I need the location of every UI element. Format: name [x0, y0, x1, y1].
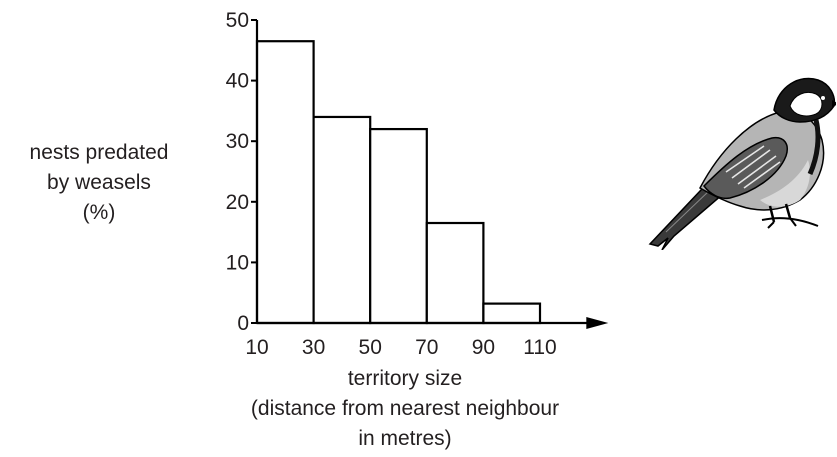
histogram-bar	[482, 302, 542, 325]
y-tick-label: 50	[226, 9, 249, 32]
x-axis-label-line-1: territory size	[347, 367, 463, 390]
x-axis-arrowhead	[586, 317, 609, 329]
y-axis-label-line-3: (%)	[82, 201, 116, 224]
x-tick-label: 50	[359, 336, 382, 359]
y-axis-label: nests predated by weasels (%)	[4, 138, 194, 228]
x-tick-label: 110	[523, 336, 556, 359]
y-axis-label-line-2: by weasels	[47, 171, 151, 194]
histogram-bar	[369, 127, 428, 325]
y-axis-label-line-1: nests predated	[29, 141, 169, 164]
axes-group	[255, 20, 609, 329]
y-ticks-group: 0 10 20 30 40 50	[226, 9, 257, 335]
bars-group	[255, 40, 542, 325]
y-tick-label: 10	[226, 251, 249, 274]
x-ticks-group: 10 30 50 70 90 110	[245, 336, 556, 359]
y-tick-label: 30	[226, 130, 249, 153]
y-tick-label: 40	[226, 70, 249, 93]
x-tick-label: 70	[415, 336, 438, 359]
x-axis-label: territory size (distance from nearest ne…	[190, 364, 620, 454]
great-tit-bird-icon	[648, 77, 836, 250]
y-tick-label: 0	[237, 312, 249, 335]
x-tick-label: 90	[472, 336, 495, 359]
histogram-bar	[255, 40, 315, 325]
x-axis-label-line-3: in metres)	[358, 427, 452, 450]
x-tick-label: 10	[245, 336, 268, 359]
x-tick-label: 30	[302, 336, 325, 359]
y-tick-label: 20	[226, 191, 249, 214]
x-axis-label-line-2: (distance from nearest neighbour	[250, 397, 560, 420]
histogram-bar	[425, 221, 485, 325]
histogram-bar	[312, 115, 372, 325]
